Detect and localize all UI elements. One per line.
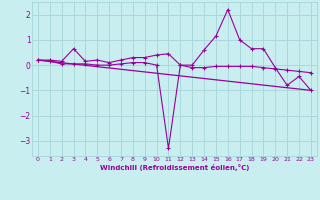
- X-axis label: Windchill (Refroidissement éolien,°C): Windchill (Refroidissement éolien,°C): [100, 164, 249, 171]
